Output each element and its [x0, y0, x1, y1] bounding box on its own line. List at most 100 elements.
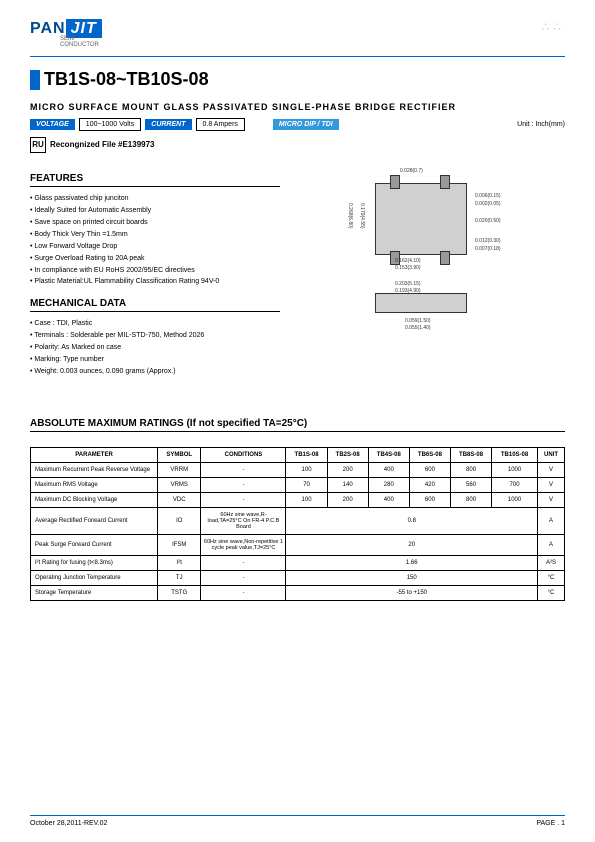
- table-cell: 420: [409, 477, 450, 492]
- table-cell: 600: [409, 492, 450, 507]
- package-side-view: [375, 293, 467, 313]
- table-cell: A²S: [537, 555, 564, 570]
- table-cell: 200: [327, 462, 368, 477]
- table-header-row: PARAMETERSYMBOLCONDITIONSTB1S-08TB2S-08 T…: [31, 447, 565, 462]
- table-cell: I²t: [158, 555, 201, 570]
- table-cell: V: [537, 477, 564, 492]
- title-text: TB1S-08~TB10S-08: [44, 69, 209, 89]
- page-title: TB1S-08~TB10S-08: [30, 69, 565, 90]
- table-header: SYMBOL: [158, 447, 201, 462]
- list-item: Save space on printed circuit boards: [30, 217, 325, 229]
- table-cell: V: [537, 492, 564, 507]
- table-cell: -: [201, 570, 286, 585]
- table-cell: 60Hz sine wave,Non-repetitive 1 cycle pe…: [201, 534, 286, 555]
- table-cell: -: [201, 492, 286, 507]
- table-cell: 600: [409, 462, 450, 477]
- table-header: TB2S-08: [327, 447, 368, 462]
- list-item: Ideally Suited for Automatic Assembly: [30, 205, 325, 217]
- package-label: MICRO DIP / TDI: [273, 119, 339, 130]
- recognized-file: RU Recongnized File #E139973: [30, 137, 565, 153]
- table-cell: 100: [286, 462, 327, 477]
- table-cell: 400: [368, 462, 409, 477]
- table-cell: 200: [327, 492, 368, 507]
- title-bar: [30, 70, 40, 90]
- table-cell: 1000: [492, 492, 538, 507]
- unit-label: Unit : Inch(mm): [517, 121, 565, 128]
- table-cell: 280: [368, 477, 409, 492]
- list-item: Plastic Material:UL Flammability Classif…: [30, 276, 325, 288]
- table-cell: 400: [368, 492, 409, 507]
- table-cell: 700: [492, 477, 538, 492]
- dim-label: 0.203(5.15): [395, 281, 421, 287]
- table-cell: -: [201, 462, 286, 477]
- footer-page: PAGE . 1: [536, 820, 565, 827]
- decorative-dots: ∴∴: [542, 20, 565, 34]
- list-item: Surge Overload Rating to 20A peak: [30, 253, 325, 265]
- dim-label: 0.028(0.7): [400, 168, 423, 174]
- table-cell: 100: [286, 492, 327, 507]
- mechanical-heading: MECHANICAL DATA: [30, 298, 280, 312]
- table-cell: -: [201, 585, 286, 600]
- list-item: Low Forward Voltage Drop: [30, 241, 325, 253]
- features-heading: FEATURES: [30, 173, 280, 187]
- dim-label: 0.007(0.18): [475, 246, 501, 252]
- list-item: Case : TDI, Plastic: [30, 318, 325, 330]
- ul-icon: RU: [30, 137, 46, 153]
- table-header: CONDITIONS: [201, 447, 286, 462]
- recognized-text: Recongnized File #E139973: [50, 140, 155, 149]
- package-pin: [390, 175, 400, 189]
- table-cell: 70: [286, 477, 327, 492]
- ratings-table: PARAMETERSYMBOLCONDITIONSTB1S-08TB2S-08 T…: [30, 447, 565, 601]
- list-item: Marking: Type number: [30, 354, 325, 366]
- table-row: Operating Junction TemperatureTJ-150°C: [31, 570, 565, 585]
- dim-label: 0.020(0.50): [475, 218, 501, 224]
- spec-tags: VOLTAGE 100~1000 Volts CURRENT 0.8 Amper…: [30, 118, 565, 131]
- table-cell: Peak Surge Forward Current: [31, 534, 158, 555]
- table-row: I²t Rating for fusing (t<8.3ms)I²t-1.66A…: [31, 555, 565, 570]
- list-item: Body Thick Very Thin =1.5mm: [30, 229, 325, 241]
- table-cell: 800: [450, 492, 491, 507]
- table-cell: VDC: [158, 492, 201, 507]
- table-cell: A: [537, 507, 564, 534]
- table-row: Maximum RMS VoltageVRMS-7014028042056070…: [31, 477, 565, 492]
- table-cell: IO: [158, 507, 201, 534]
- table-header: PARAMETER: [31, 447, 158, 462]
- voltage-value: 100~1000 Volts: [79, 118, 141, 131]
- dim-label: 0.055(1.40): [405, 325, 431, 331]
- list-item: Polarity: As Marked on case: [30, 342, 325, 354]
- table-cell: 1.66: [286, 555, 538, 570]
- table-cell: Maximum Recurrent Peak Reverse Voltage: [31, 462, 158, 477]
- table-cell: VRRM: [158, 462, 201, 477]
- dim-label: 0.268(6.80): [347, 203, 353, 229]
- table-cell: Maximum RMS Voltage: [31, 477, 158, 492]
- table-row: Peak Surge Forward CurrentIFSM60Hz sine …: [31, 534, 565, 555]
- table-cell: V: [537, 462, 564, 477]
- table-cell: 150: [286, 570, 538, 585]
- table-cell: Maximum DC Blocking Voltage: [31, 492, 158, 507]
- table-header: TB1S-08: [286, 447, 327, 462]
- table-header: UNIT: [537, 447, 564, 462]
- table-cell: Storage Temperature: [31, 585, 158, 600]
- footer-date: October 28,2011-REV.02: [30, 820, 107, 827]
- table-cell: A: [537, 534, 564, 555]
- table-cell: I²t Rating for fusing (t<8.3ms): [31, 555, 158, 570]
- dim-label: 0.059(1.50): [405, 318, 431, 324]
- table-cell: 1000: [492, 462, 538, 477]
- table-cell: -55 to +150: [286, 585, 538, 600]
- table-header: TB6S-08: [409, 447, 450, 462]
- table-cell: TSTG: [158, 585, 201, 600]
- table-cell: 140: [327, 477, 368, 492]
- dim-label: 0.002(0.05): [475, 201, 501, 207]
- table-cell: 560: [450, 477, 491, 492]
- table-cell: °C: [537, 570, 564, 585]
- table-cell: 60Hz sine wave,R-load,TA=25°C On FR-4 P.…: [201, 507, 286, 534]
- table-cell: VRMS: [158, 477, 201, 492]
- divider: [30, 56, 565, 57]
- table-row: Maximum DC Blocking VoltageVDC-100200400…: [31, 492, 565, 507]
- table-cell: Average Rectified Forward Current: [31, 507, 158, 534]
- table-row: Storage TemperatureTSTG--55 to +150°C: [31, 585, 565, 600]
- current-value: 0.8 Ampers: [196, 118, 245, 131]
- table-cell: 800: [450, 462, 491, 477]
- dim-label: 0.006(0.15): [475, 193, 501, 199]
- list-item: In compliance with EU RoHS 2002/95/EC di…: [30, 265, 325, 277]
